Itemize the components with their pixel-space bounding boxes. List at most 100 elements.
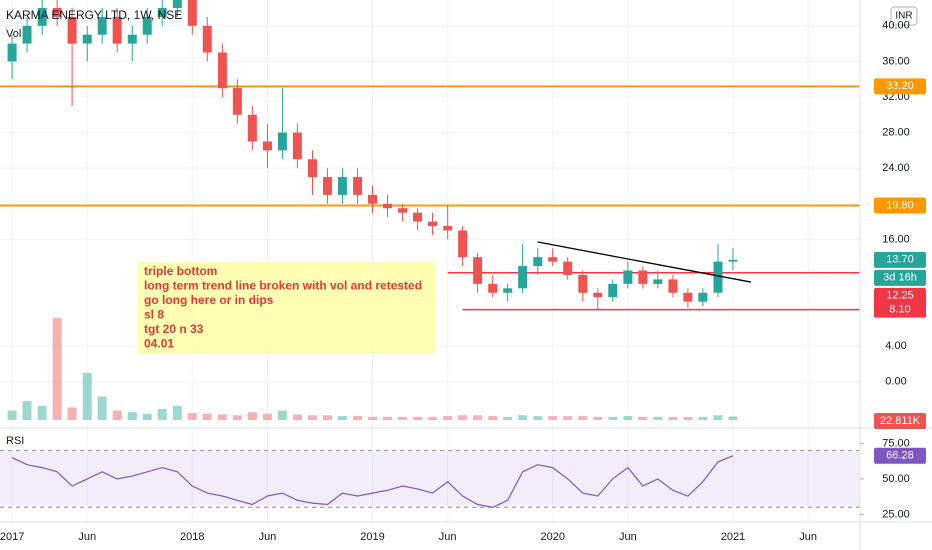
x-tick-label: 2019: [360, 531, 384, 543]
volume-bar: [247, 412, 257, 420]
candle-body: [262, 141, 272, 151]
symbol-title: KARMA ENERGY LTD, 1W, NSE: [6, 8, 182, 22]
volume-bar: [713, 415, 723, 420]
y-tick-label: 28.00: [882, 126, 910, 138]
volume-bar: [473, 415, 483, 420]
volume-bar: [172, 405, 182, 420]
candle-body: [37, 8, 47, 26]
candle-body: [82, 34, 92, 44]
candle-body: [428, 221, 438, 227]
volume-label: Vol: [6, 28, 21, 40]
candle-body: [713, 261, 723, 293]
countdown-badge: [874, 269, 926, 286]
currency: INR: [895, 11, 912, 22]
y-tick-label: 16.00: [882, 233, 910, 245]
candle-body: [698, 292, 708, 302]
volume-bar: [623, 416, 633, 420]
volume-bar: [187, 412, 197, 420]
candle-body: [277, 132, 287, 151]
x-tick-label: 2021: [721, 531, 745, 543]
y-tick-label: 0.00: [885, 376, 906, 388]
volume-bar: [112, 410, 122, 420]
x-tick-label: 2018: [180, 531, 204, 543]
currency-box[interactable]: [890, 6, 918, 26]
candle-body: [653, 279, 663, 284]
candle-body: [202, 25, 212, 53]
candle-body: [7, 43, 17, 62]
volume-bar: [262, 413, 272, 420]
annotation-line: sl 8: [144, 308, 164, 322]
volume-bar: [37, 405, 47, 420]
annotation-box: [138, 262, 436, 353]
candle-body: [368, 194, 377, 204]
candle-body: [187, 0, 197, 26]
candle-body: [533, 257, 543, 267]
candle-body: [322, 177, 332, 195]
volume-last-label: 22.811K: [880, 415, 921, 427]
y-tick-label: 40.00: [882, 20, 910, 32]
level-label: 33.20: [886, 80, 914, 92]
candle-body: [548, 257, 558, 262]
x-tick-label: Jun: [619, 531, 637, 543]
volume-bar: [533, 416, 543, 420]
last-price-badge: [874, 251, 926, 268]
rsi-band: [0, 450, 860, 508]
volume-bar: [368, 416, 377, 420]
candle-body: [563, 261, 573, 275]
annotation-line: go long here or in dips: [144, 293, 274, 307]
candle-body: [608, 283, 618, 298]
volume-bar: [428, 416, 438, 420]
rsi-tick-label: 75.00: [882, 437, 910, 449]
x-tick-label: Jun: [799, 531, 817, 543]
candle-body: [22, 25, 32, 44]
candle-body: [623, 270, 633, 284]
panes: [0, 0, 860, 522]
candle-body: [398, 208, 408, 213]
rsi-tick-label: 50.00: [882, 473, 910, 485]
volume-bar: [518, 415, 528, 420]
volume-bar: [458, 415, 468, 420]
candle-body: [308, 159, 317, 178]
rsi-line: [11, 455, 734, 509]
candle-body: [353, 177, 363, 195]
volume-bar: [638, 416, 648, 420]
volume-bar: [728, 416, 738, 420]
volume-bar: [548, 416, 558, 420]
candle-body: [473, 257, 483, 284]
volume-bar: [608, 416, 618, 420]
rsi-tick-label: 25.00: [882, 508, 910, 520]
candle-body: [578, 274, 588, 293]
volume-bar: [443, 416, 453, 420]
candle-body: [683, 292, 693, 302]
candle-body: [292, 132, 302, 160]
candle-body: [217, 52, 227, 89]
volume-bar: [683, 416, 693, 420]
volume-bar: [413, 416, 423, 420]
volume-bar: [488, 416, 498, 420]
annotation-line: triple bottom: [144, 264, 217, 278]
volume-bar: [232, 415, 242, 420]
candle-body: [112, 16, 122, 44]
candle-body: [413, 212, 423, 222]
x-tick-label: Jun: [439, 531, 457, 543]
volume-bar: [292, 414, 302, 420]
volume-bar: [398, 416, 408, 420]
volume-bar: [82, 372, 92, 420]
candle-body: [503, 288, 513, 293]
candle-body: [638, 270, 648, 284]
annotation-line: tgt 20 n 33: [144, 322, 204, 336]
candle-body: [443, 226, 453, 231]
level-badge: [874, 197, 926, 214]
volume-bar: [202, 413, 212, 420]
volume-bar: [7, 410, 17, 420]
rsi-label: RSI: [6, 435, 24, 447]
candle-body: [172, 0, 182, 9]
volume-bar: [22, 401, 32, 420]
y-tick-label: 4.00: [885, 340, 906, 352]
volume-bar: [698, 416, 708, 420]
volume-bar: [322, 415, 332, 420]
y-tick-label: 24.00: [882, 162, 910, 174]
volume-bar: [308, 415, 317, 420]
level-label: 12.25: [886, 290, 914, 302]
